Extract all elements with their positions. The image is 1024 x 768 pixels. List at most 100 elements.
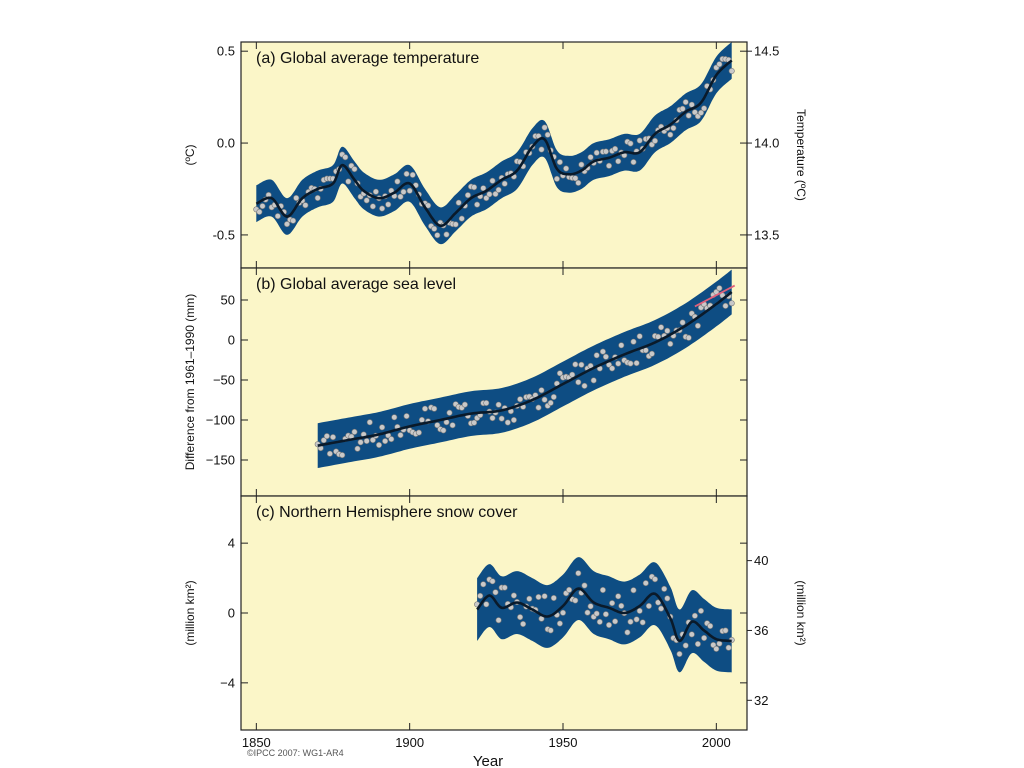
annual-value-point <box>498 415 505 422</box>
annual-value-point <box>575 179 582 186</box>
annual-value-point <box>385 201 392 208</box>
y-axis-label: (ºC) <box>183 144 197 165</box>
x-tick-label: 1850 <box>242 735 271 750</box>
annual-value-point <box>326 450 333 457</box>
annual-value-point <box>363 197 370 204</box>
panel-title: (a) Global average temperature <box>256 50 479 67</box>
y2-axis-label: Temperature (ºC) <box>794 109 808 201</box>
annual-value-point <box>372 188 379 195</box>
annual-value-point <box>345 178 352 185</box>
annual-value-point <box>431 405 438 412</box>
annual-value-point <box>379 424 386 431</box>
y2-tick-label: 40 <box>754 553 768 568</box>
annual-value-point <box>446 409 453 416</box>
annual-value-point <box>596 618 603 625</box>
annual-value-point <box>701 634 708 641</box>
annual-value-point <box>517 396 524 403</box>
annual-value-point <box>397 193 404 200</box>
annual-value-point <box>375 441 382 448</box>
y2-tick-label: 32 <box>754 693 768 708</box>
annual-value-point <box>691 612 698 619</box>
annual-value-point <box>489 578 496 585</box>
annual-value-point <box>421 405 428 412</box>
annual-value-point <box>694 640 701 647</box>
annual-value-point <box>544 131 551 138</box>
annual-value-point <box>569 371 576 378</box>
annual-value-point <box>547 399 554 406</box>
annual-value-point <box>274 213 281 220</box>
y2-axis-label: (million km²) <box>794 580 808 645</box>
annual-value-point <box>449 422 456 429</box>
panel-title: (c) Northern Hemisphere snow cover <box>256 504 518 521</box>
x-tick-label: 1900 <box>395 735 424 750</box>
annual-value-point <box>636 607 643 614</box>
annual-value-point <box>535 404 542 411</box>
y-axis-label: (million km²) <box>183 580 197 645</box>
annual-value-point <box>670 125 677 132</box>
annual-value-point <box>612 618 619 625</box>
y-tick-label: −4 <box>220 675 235 690</box>
annual-value-point <box>563 165 570 172</box>
annual-value-point <box>584 609 591 616</box>
annual-value-point <box>366 419 373 426</box>
x-tick-label: 1950 <box>549 735 578 750</box>
annual-value-point <box>492 191 499 198</box>
annual-value-point <box>593 352 600 359</box>
annual-value-point <box>369 436 376 443</box>
annual-value-point <box>605 162 612 169</box>
annual-value-point <box>394 178 401 185</box>
annual-value-point <box>599 586 606 593</box>
annual-value-point <box>480 581 487 588</box>
annual-value-point <box>541 124 548 131</box>
annual-value-point <box>605 621 612 628</box>
annual-value-point <box>618 602 625 609</box>
annual-value-point <box>707 622 714 629</box>
annual-value-point <box>550 594 557 601</box>
annual-value-point <box>553 175 560 182</box>
annual-value-point <box>474 201 481 208</box>
annual-value-point <box>575 570 582 577</box>
annual-value-point <box>559 609 566 616</box>
annual-value-point <box>713 645 720 652</box>
annual-value-point <box>483 195 490 202</box>
annual-value-point <box>480 185 487 192</box>
annual-value-point <box>572 361 579 368</box>
annual-value-point <box>400 188 407 195</box>
y2-tick-label: 14.0 <box>754 136 779 151</box>
annual-value-point <box>602 353 609 360</box>
annual-value-point <box>504 419 511 426</box>
annual-value-point <box>578 161 585 168</box>
annual-value-point <box>651 137 658 144</box>
annual-value-point <box>486 191 493 198</box>
y-tick-label: 0 <box>228 333 235 348</box>
annual-value-point <box>685 112 692 119</box>
annual-value-point <box>538 146 545 153</box>
annual-value-point <box>556 159 563 166</box>
annual-value-point <box>461 401 468 408</box>
annual-value-point <box>489 415 496 422</box>
annual-value-point <box>581 382 588 389</box>
annual-value-point <box>697 109 704 116</box>
annual-value-point <box>691 109 698 116</box>
x-axis-ticks: 1850 1900 1950 2000 <box>242 735 731 750</box>
copyright-credit: ©IPCC 2007: WG1-AR4 <box>247 748 344 758</box>
annual-value-point <box>664 327 671 334</box>
annual-value-point <box>535 593 542 600</box>
panel-background <box>241 42 747 268</box>
y-tick-label: 0.0 <box>217 136 235 151</box>
y2-tick-label: 36 <box>754 623 768 638</box>
y-tick-label: 50 <box>221 293 235 308</box>
annual-value-point <box>382 438 389 445</box>
annual-value-point <box>682 642 689 649</box>
annual-value-point <box>397 432 404 439</box>
annual-value-point <box>618 342 625 349</box>
annual-value-point <box>477 592 484 599</box>
annual-value-point <box>578 361 585 368</box>
annual-value-point <box>495 617 502 624</box>
annual-value-point <box>630 159 637 166</box>
annual-value-point <box>667 340 674 347</box>
annual-value-point <box>510 416 517 423</box>
annual-value-point <box>471 184 478 191</box>
annual-value-point <box>434 232 441 239</box>
